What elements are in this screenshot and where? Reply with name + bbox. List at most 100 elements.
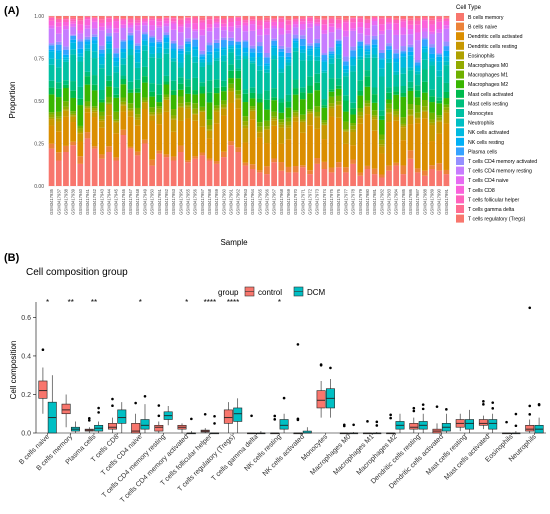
bar-segment [357, 48, 364, 57]
bar-segment [192, 16, 199, 17]
bar-segment [335, 44, 342, 47]
bar-segment [307, 16, 313, 17]
bar-segment [177, 83, 184, 90]
bar-segment [371, 20, 378, 26]
bar-segment [113, 157, 120, 161]
bar-segment [429, 34, 435, 45]
x-tick-label: GSM3417963 [243, 188, 248, 215]
bar-segment [400, 125, 407, 128]
bar-segment [264, 109, 270, 121]
bar-segment [228, 45, 234, 47]
bar-segment [299, 114, 306, 120]
bar-segment [149, 159, 155, 166]
bar-segment [321, 61, 328, 71]
y-tick-label: 0.6 [21, 315, 31, 322]
bar-segment [321, 24, 328, 31]
bar-segment [343, 22, 349, 31]
bar-segment [120, 64, 127, 76]
bar-segment [314, 19, 321, 23]
bar-segment [206, 31, 213, 43]
bar-segment [285, 65, 292, 95]
bar-segment [378, 144, 385, 147]
bar-segment [149, 18, 155, 21]
bar-segment [149, 115, 155, 121]
bar-segment [228, 37, 234, 41]
outlier-point [491, 407, 495, 410]
bar-segment [256, 52, 263, 58]
x-tick-label: GSM3417942 [92, 188, 97, 215]
bar-segment [443, 91, 450, 99]
bar-segment [77, 56, 84, 62]
bar-segment [249, 21, 256, 25]
x-tick-label: GSM3417973 [315, 188, 320, 215]
bar-segment [371, 174, 378, 186]
bar-segment [70, 21, 76, 24]
bar-segment [335, 88, 342, 96]
legend-label: Macrophages M1 [468, 73, 508, 79]
bar-segment [63, 22, 69, 26]
bar-segment [221, 47, 227, 50]
bar-segment [378, 134, 385, 140]
bar-segment [407, 115, 414, 125]
bar-segment [429, 53, 435, 59]
bar-segment [55, 19, 62, 23]
legend-label: T cells CD4 memory activated [468, 159, 537, 165]
bar-segment [278, 34, 285, 46]
bar-segment [422, 81, 428, 93]
y-tick-label: 0.4 [21, 353, 31, 360]
bar-segment [84, 101, 91, 107]
bar-segment [63, 49, 69, 55]
bar-segment [235, 40, 242, 42]
bar-segment [328, 53, 335, 56]
bar-segment [335, 29, 342, 40]
bar-segment [98, 17, 105, 20]
bar-segment [321, 169, 328, 186]
bar-segment [235, 94, 242, 99]
bar-segment [228, 102, 234, 142]
bar-segment [235, 68, 242, 71]
bar-segment [228, 26, 234, 32]
bar-segment [357, 123, 364, 173]
bar-segment [70, 19, 76, 22]
bar-segment [177, 48, 184, 51]
legend-swatch [456, 80, 464, 89]
bar-segment [156, 16, 163, 19]
bar-segment [163, 157, 170, 186]
bar-segment [84, 71, 91, 77]
bar-segment [149, 57, 155, 84]
bar-segment [170, 18, 177, 22]
bar-segment [350, 28, 356, 31]
bar-segment [77, 98, 84, 106]
bar-segment [235, 41, 242, 45]
bar-segment [163, 99, 170, 100]
bar-segment [149, 120, 155, 160]
bar-segment [120, 16, 127, 19]
outlier-point [528, 306, 532, 310]
bar-segment [134, 49, 141, 53]
bar-segment [400, 67, 407, 74]
bar-segment [400, 123, 407, 126]
y-tick-label: 0.25 [34, 142, 44, 148]
bar-segment [84, 39, 91, 42]
bar-segment [127, 44, 134, 50]
bar-segment [271, 88, 277, 98]
bar-segment [357, 172, 364, 176]
outlier-point [482, 400, 485, 403]
bar-segment [228, 145, 234, 186]
bar-segment [192, 114, 199, 121]
bar-segment [149, 83, 155, 92]
bar-segment [350, 46, 356, 51]
bar-segment [285, 52, 292, 57]
bar-segment [364, 165, 371, 169]
bar-segment [364, 35, 371, 44]
bar-segment [192, 62, 199, 78]
bar-segment [314, 90, 321, 107]
bar-segment [242, 52, 249, 57]
bar-segment [63, 106, 69, 110]
bar-segment [48, 119, 55, 126]
outlier-point [482, 403, 485, 406]
bar-segment [393, 34, 400, 50]
bar-segment [84, 106, 91, 108]
bar-segment [120, 111, 127, 130]
bar-segment [364, 106, 371, 115]
